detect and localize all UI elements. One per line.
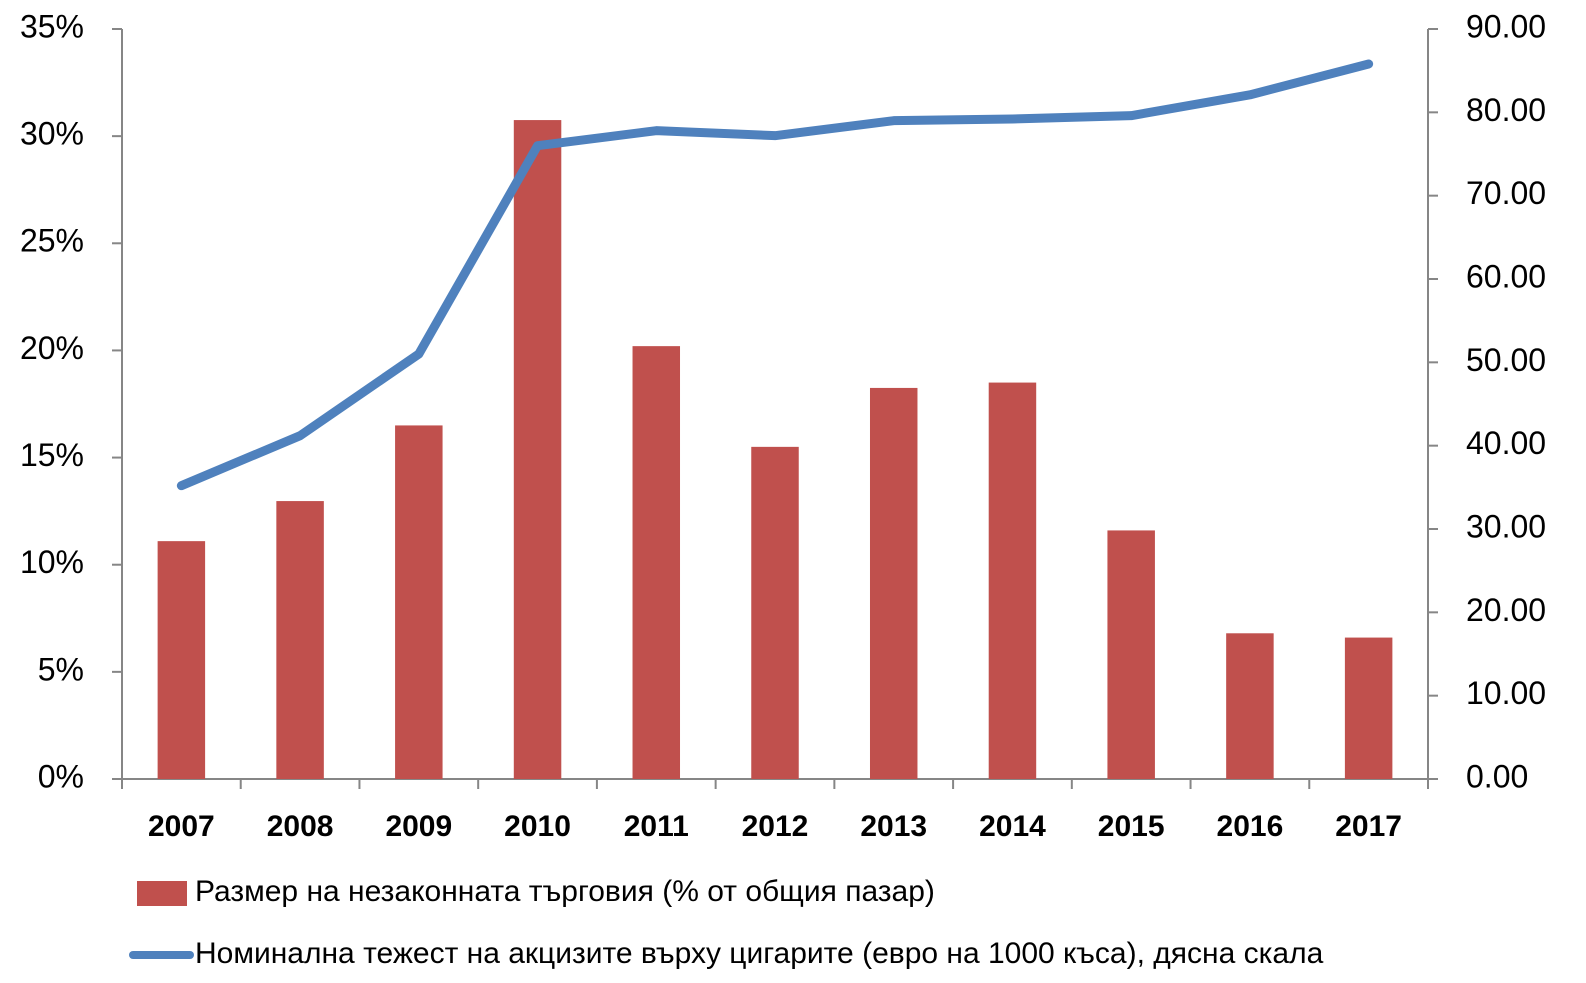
y2-tick-label: 90.00 xyxy=(1466,8,1546,44)
y-tick-label: 35% xyxy=(20,8,84,44)
y2-tick-label: 30.00 xyxy=(1466,508,1546,544)
bar xyxy=(1344,637,1393,779)
x-tick-label: 2012 xyxy=(742,810,809,843)
y2-tick-label: 60.00 xyxy=(1466,258,1546,294)
legend-label: Размер на незаконната търговия (% от общ… xyxy=(195,875,935,908)
bar xyxy=(632,346,681,779)
y-tick-label: 0% xyxy=(38,758,84,794)
bar xyxy=(1107,530,1155,779)
bar xyxy=(513,120,562,780)
x-tick-label: 2016 xyxy=(1217,810,1284,843)
legend-swatch xyxy=(137,881,187,906)
x-tick-label: 2013 xyxy=(860,810,927,843)
x-tick-label: 2011 xyxy=(624,810,689,843)
bar xyxy=(157,541,206,779)
bar xyxy=(988,382,1037,779)
bar xyxy=(395,425,443,779)
y-tick-label: 5% xyxy=(38,651,84,687)
y-tick-label: 20% xyxy=(20,330,84,366)
x-tick-label: 2017 xyxy=(1335,810,1402,843)
line xyxy=(176,59,1374,491)
y2-tick-label: 70.00 xyxy=(1466,175,1546,211)
bar xyxy=(276,501,324,779)
y2-tick-label: 50.00 xyxy=(1466,342,1546,378)
x-tick-label: 2014 xyxy=(979,810,1046,843)
legend-label: Номинална тежест на акцизите върху цигар… xyxy=(195,937,1324,970)
x-tick-label: 2015 xyxy=(1098,810,1165,843)
bar xyxy=(869,387,918,779)
bar xyxy=(1226,633,1274,779)
x-tick-label: 2010 xyxy=(504,810,571,843)
y-tick-label: 10% xyxy=(20,544,84,580)
x-tick-label: 2007 xyxy=(148,810,215,843)
y2-tick-label: 10.00 xyxy=(1466,675,1546,711)
y2-tick-label: 40.00 xyxy=(1466,425,1546,461)
y-tick-label: 30% xyxy=(20,116,84,152)
y-tick-label: 25% xyxy=(20,223,84,259)
x-tick-label: 2008 xyxy=(267,810,334,843)
y2-tick-label: 0.00 xyxy=(1466,758,1528,794)
bar xyxy=(751,446,799,779)
x-tick-label: 2009 xyxy=(385,810,452,843)
y2-tick-label: 80.00 xyxy=(1466,92,1546,128)
y-tick-label: 15% xyxy=(20,437,84,473)
y2-tick-label: 20.00 xyxy=(1466,592,1546,628)
